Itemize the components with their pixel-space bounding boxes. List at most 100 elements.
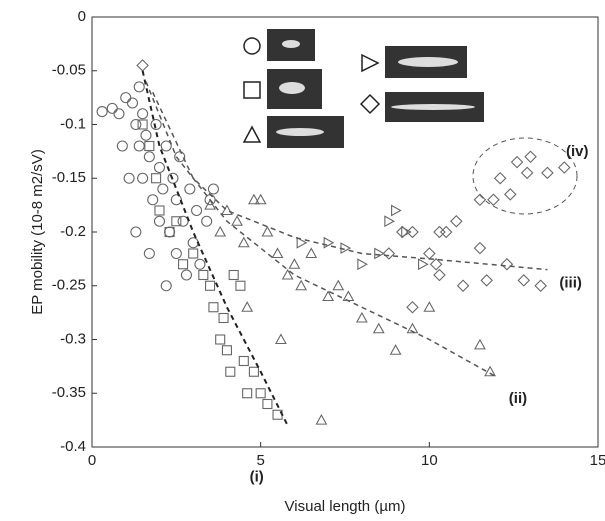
point bbox=[384, 215, 395, 228]
point bbox=[160, 280, 172, 292]
point bbox=[262, 398, 273, 410]
point bbox=[144, 140, 155, 152]
point bbox=[520, 166, 534, 180]
legend-square bbox=[243, 81, 261, 99]
point bbox=[178, 259, 189, 270]
point bbox=[406, 225, 419, 239]
point bbox=[126, 97, 139, 109]
point bbox=[389, 344, 402, 355]
point bbox=[194, 258, 206, 270]
point bbox=[238, 355, 249, 367]
point bbox=[524, 150, 537, 164]
point bbox=[271, 247, 284, 259]
point bbox=[191, 204, 203, 217]
point bbox=[184, 183, 196, 195]
point bbox=[170, 247, 182, 260]
point bbox=[296, 236, 308, 249]
fit-curve bbox=[145, 81, 498, 378]
point bbox=[218, 312, 229, 324]
point bbox=[261, 225, 274, 237]
point bbox=[406, 322, 419, 334]
point bbox=[153, 161, 166, 174]
y-tick-label: 0 bbox=[78, 8, 86, 25]
point bbox=[305, 247, 318, 259]
x-tick-label: 5 bbox=[256, 452, 264, 469]
point bbox=[198, 269, 209, 281]
point bbox=[130, 118, 142, 131]
point bbox=[473, 241, 487, 255]
point bbox=[147, 194, 159, 206]
point bbox=[517, 274, 531, 287]
legend-triangle bbox=[242, 125, 262, 143]
fit-curve bbox=[141, 70, 289, 426]
point bbox=[484, 365, 496, 377]
point bbox=[323, 236, 335, 249]
point bbox=[205, 280, 216, 291]
legend-circle bbox=[243, 37, 261, 55]
point bbox=[187, 237, 199, 249]
point bbox=[355, 311, 368, 323]
point bbox=[288, 258, 301, 269]
point bbox=[504, 188, 517, 201]
point bbox=[225, 366, 236, 377]
point bbox=[231, 215, 243, 226]
point bbox=[174, 151, 186, 163]
point bbox=[480, 274, 493, 287]
y-tick-label: -0.1 bbox=[60, 115, 86, 132]
point bbox=[151, 173, 162, 184]
point bbox=[154, 205, 165, 216]
point bbox=[160, 140, 172, 152]
point bbox=[248, 366, 259, 377]
fit-curve bbox=[152, 91, 548, 271]
point bbox=[372, 322, 385, 334]
inset-particle bbox=[276, 128, 324, 136]
point bbox=[201, 215, 213, 227]
point bbox=[493, 171, 507, 185]
point bbox=[137, 119, 148, 130]
point bbox=[391, 204, 402, 217]
point bbox=[487, 193, 500, 207]
point bbox=[143, 151, 155, 163]
point bbox=[130, 226, 142, 238]
point bbox=[433, 268, 446, 282]
inset-particle bbox=[391, 104, 475, 110]
point bbox=[214, 225, 227, 237]
point bbox=[342, 290, 355, 302]
point bbox=[254, 193, 267, 205]
point bbox=[456, 279, 470, 293]
point bbox=[274, 333, 287, 345]
point bbox=[423, 247, 436, 260]
point bbox=[136, 59, 149, 72]
point bbox=[406, 300, 419, 314]
point bbox=[433, 225, 446, 239]
point bbox=[133, 140, 145, 152]
point bbox=[235, 280, 246, 291]
point bbox=[500, 257, 514, 271]
cluster-label: (iv) bbox=[566, 143, 589, 160]
point bbox=[382, 247, 396, 260]
point bbox=[322, 290, 335, 302]
point bbox=[220, 204, 233, 216]
point bbox=[188, 248, 199, 259]
point bbox=[357, 258, 368, 271]
y-tick-label: -0.15 bbox=[52, 169, 86, 186]
point bbox=[439, 225, 453, 239]
point bbox=[170, 194, 182, 206]
point bbox=[510, 155, 524, 169]
y-tick-label: -0.3 bbox=[60, 330, 86, 347]
x-tick-label: 0 bbox=[88, 452, 96, 469]
point bbox=[473, 193, 487, 207]
point bbox=[401, 226, 412, 238]
point bbox=[123, 172, 135, 184]
inset-particle bbox=[398, 57, 458, 67]
point bbox=[332, 279, 345, 291]
point bbox=[221, 345, 232, 356]
x-tick-label: 10 bbox=[421, 452, 438, 469]
point bbox=[228, 269, 239, 281]
point bbox=[120, 92, 132, 104]
point bbox=[295, 279, 308, 291]
point bbox=[255, 388, 266, 399]
y-tick-label: -0.25 bbox=[52, 277, 86, 294]
point bbox=[557, 161, 571, 174]
